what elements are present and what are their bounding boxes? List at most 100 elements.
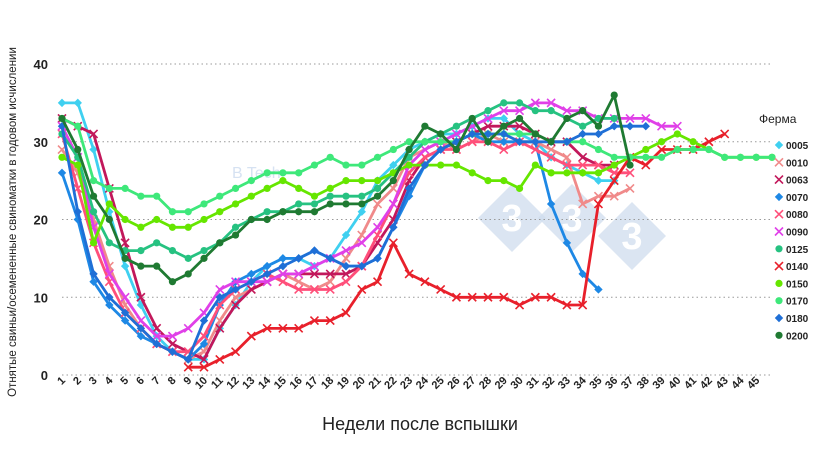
legend: Ферма 0005 0010 0063 0070 0080 0090 0125 0140 015… [759,112,809,342]
data-point [326,192,334,200]
data-point [388,183,398,193]
data-point [372,199,383,209]
data-point [689,138,697,146]
data-point [372,277,383,287]
data-point [562,160,572,170]
data-point [342,200,350,208]
data-point [216,239,224,247]
data-point [578,152,588,162]
data-point [310,192,319,200]
data-point [357,238,367,248]
series-0200 [58,91,634,286]
data-point [168,247,177,255]
data-point [309,269,320,279]
data-point [199,331,209,341]
data-point [184,223,192,231]
data-point [342,192,350,200]
data-point [153,239,161,247]
y-tick-label: 20 [34,213,48,228]
data-point [562,106,572,116]
data-point [420,160,430,170]
data-point [721,153,729,161]
data-point [530,144,540,155]
data-point [168,208,177,216]
data-point [775,331,783,339]
data-point [231,285,240,294]
data-point [200,200,208,208]
watermark-diamond: 3 [598,202,666,270]
data-point [295,184,303,192]
data-point [547,169,555,177]
y-axis-label: Отнятые свиньи/осемененные свиноматки в … [7,47,19,397]
data-point [452,145,461,154]
data-point [247,192,255,200]
data-point [546,144,556,155]
data-point [609,191,619,201]
data-point [199,354,209,365]
data-point [325,277,335,287]
data-point [775,279,783,287]
data-point [136,316,146,326]
x-tick-label: 3 [87,375,100,388]
data-point [579,107,587,115]
data-point [137,262,145,270]
data-point [199,339,209,349]
data-point [404,269,414,279]
data-point [279,208,287,216]
y-tick-label: 0 [41,368,48,383]
data-point [200,215,208,224]
data-point [246,284,256,295]
data-point [405,138,413,146]
legend-item-0140: 0140 [774,261,809,273]
data-point [278,254,288,263]
data-point [73,207,82,216]
data-point [215,354,225,365]
data-point [120,316,130,325]
legend-title: Ферма [759,112,797,126]
data-point [594,145,603,154]
data-point [625,122,635,131]
data-point [546,98,556,108]
data-point [184,254,192,262]
data-point [278,261,288,271]
data-point [579,138,587,146]
data-point [452,161,461,169]
data-point [231,231,240,239]
data-point [89,192,98,200]
x-axis-label: Недели после вспышки [322,414,518,434]
data-point [263,184,271,192]
data-point [578,300,588,310]
data-point [168,223,177,231]
data-point [295,169,303,177]
data-point [262,261,272,271]
data-point [295,208,303,216]
data-point [199,316,209,325]
data-point [610,114,618,123]
legend-label: 0070 [786,193,809,204]
data-point [199,362,209,372]
data-point [57,168,67,178]
x-tick-label: 9 [182,375,195,388]
data-point [89,239,98,247]
data-point [310,246,319,255]
data-point [593,160,604,170]
data-point [230,300,241,310]
legend-item-0170: 0170 [775,297,809,308]
data-point [451,292,462,302]
legend-label: 0080 [786,210,809,221]
data-point [105,215,113,224]
data-point [452,122,461,130]
data-point [216,192,224,200]
grid [62,63,772,376]
data-point [562,238,572,248]
x-tick-label: 45 [745,375,762,392]
data-point [625,183,635,193]
data-point [74,145,82,154]
data-point [609,176,619,186]
data-point [515,130,524,138]
data-point [279,177,287,185]
data-point [467,292,477,302]
data-point [326,153,334,161]
data-point [341,277,351,287]
